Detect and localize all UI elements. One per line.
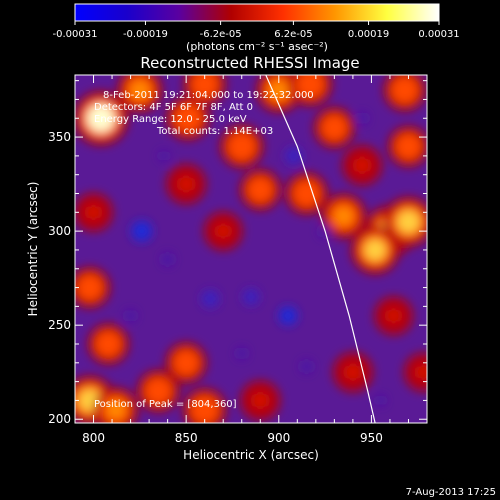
x-tick-label: 900 (267, 431, 290, 445)
colorbar: -0.00031 -0.00019 -6.2e-05 6.2e-05 0.00019 0.… (53, 3, 460, 53)
annotations: 8-Feb-2011 19:21:04.000 to 19:22:32.000 … (94, 90, 314, 410)
chart-title: Reconstructed RHESSI Image (140, 54, 359, 72)
heatmap-blob (301, 75, 319, 94)
colorbar-tick-label: 6.2e-05 (274, 29, 312, 40)
heatmap-blob (87, 206, 100, 219)
heatmap-blob (278, 306, 298, 325)
heatmap-blob (396, 210, 421, 234)
colorbar-tick-label: -0.00019 (123, 29, 168, 40)
colorbar-ticks: -0.00031 -0.00019 -6.2e-05 6.2e-05 0.00019 0.… (53, 21, 460, 40)
x-tick-label: 950 (360, 431, 383, 445)
heatmap-blob (201, 290, 219, 308)
heatmap-blob (401, 139, 416, 154)
x-axis-label: Heliocentric X (arcsec) (183, 448, 319, 462)
heatmap-blob (253, 393, 268, 408)
annotation-time-range: 8-Feb-2011 19:21:04.000 to 19:22:32.000 (103, 90, 314, 101)
heatmap-blob (178, 355, 194, 371)
heatmap-blob (150, 383, 167, 400)
annotation-detectors: Detectors: 4F 5F 6F 7F 8F, Att 0 (94, 102, 253, 113)
heatmap-blob (417, 366, 427, 379)
heatmap-blob (179, 109, 197, 127)
y-tick-label: 200 (48, 412, 71, 426)
heatmap-blob (326, 120, 342, 136)
heatmap-blob (100, 336, 116, 352)
heatmap-image (75, 75, 427, 423)
colorbar-tick-label: -6.2e-05 (200, 29, 242, 40)
y-axis-label: Heliocentric Y (arcsec) (26, 182, 40, 317)
heatmap-blob (82, 280, 98, 295)
solar-limb-curve (265, 75, 376, 423)
heatmap-blob (334, 206, 353, 226)
heatmap-blob (375, 395, 386, 406)
x-tick-label: 800 (82, 431, 105, 445)
heatmap-blob (298, 185, 315, 202)
y-tick-label: 250 (48, 318, 71, 332)
heatmap-blob (236, 347, 248, 359)
heatmap-blob (130, 80, 150, 100)
heatmap-blob (355, 158, 369, 173)
heatmap-blob (243, 288, 259, 305)
plot-frame (74, 74, 428, 424)
heatmap-blob (217, 224, 230, 238)
heatmap-blob (404, 353, 427, 392)
heatmap-blob (131, 220, 153, 242)
heatmap-blob (346, 365, 360, 380)
footer-date: 7-Aug-2013 17:25 (406, 487, 496, 498)
y-tick-label: 300 (48, 224, 71, 238)
heatmap-blob (158, 150, 169, 161)
heatmap-blob (106, 400, 125, 420)
heatmap-blob (285, 147, 303, 165)
heatmap-blob (161, 253, 174, 266)
heatmap-blob (300, 360, 313, 373)
heatmap-blob (196, 401, 214, 419)
heatmap-blob (179, 177, 193, 191)
colorbar-units: (photons cm⁻² s⁻¹ asec⁻²) (186, 40, 328, 53)
annotation-total-counts: Total counts: 1.14E+03 (156, 126, 273, 137)
heatmap-blob (387, 309, 400, 322)
colorbar-tick-label: 0.00019 (348, 29, 389, 40)
heatmap-blob (252, 182, 268, 198)
y-tick-label: 350 (48, 130, 71, 144)
colorbar-gradient (74, 3, 440, 22)
annotation-energy-range: Energy Range: 12.0 - 25.0 keV (94, 114, 247, 125)
x-tick-label: 850 (175, 431, 198, 445)
heatmap-blob (396, 82, 413, 99)
heatmap-blob (86, 104, 115, 133)
axis-ticks: 800 850 900 950 200 250 300 350 (48, 75, 427, 445)
heatmap-blob (356, 112, 368, 124)
heatmap-blob (196, 76, 213, 93)
colorbar-tick-label: -0.00031 (53, 29, 98, 40)
heatmap-blob (233, 137, 251, 156)
heatmap-blob (364, 238, 387, 261)
colorbar-tick-label: 0.00031 (418, 29, 459, 40)
annotation-peak-position: Position of Peak = [804,360] (94, 399, 237, 410)
plot-area: 800 850 900 950 200 250 300 350 (48, 74, 428, 445)
heatmap-blob (124, 310, 137, 322)
